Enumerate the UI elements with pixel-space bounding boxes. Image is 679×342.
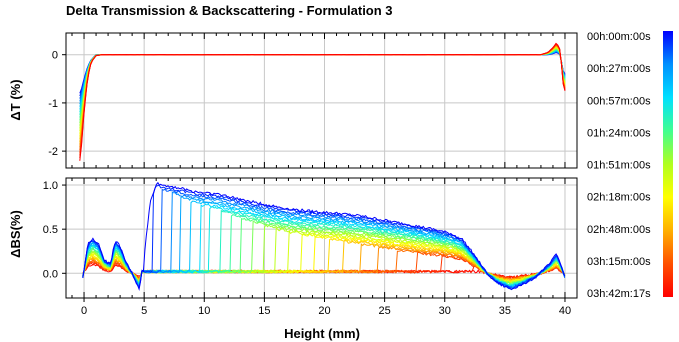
plot-frame	[65, 177, 578, 299]
y-tick-label: 1.0	[43, 180, 58, 192]
colorbar-label: 00h:27m:00s	[587, 63, 651, 75]
colorbar-label: 00h:00m:00s	[587, 31, 651, 43]
colorbar-label: 02h:48m:00s	[587, 224, 651, 236]
x-tick-label: 25	[378, 305, 390, 317]
x-axis-label: Height (mm)	[284, 326, 360, 341]
x-tick-label: 15	[258, 305, 270, 317]
colorbar-label: 01h:24m:00s	[587, 127, 651, 139]
x-tick-label: 0	[81, 305, 87, 317]
y-tick-label: -2	[48, 146, 58, 158]
backscattering-series-line	[82, 184, 566, 291]
plot-frame	[65, 32, 578, 169]
backscattering-panel: 0.0 0.5 1.0 0 5 10 15 20 25 30 35 40	[43, 177, 578, 317]
colorbar-label: 03h:15m:00s	[587, 256, 651, 268]
y-tick-label: 0.0	[43, 268, 58, 280]
y-tick-label: 0.5	[43, 224, 58, 236]
chart-title: Delta Transmission & Backscattering - Fo…	[66, 3, 393, 18]
x-tick-label: 20	[318, 305, 330, 317]
plot-area	[66, 33, 577, 168]
y-tick-label: -1	[48, 98, 58, 110]
transmission-panel: 0 -1 -2	[48, 32, 578, 169]
colorbar-label: 01h:51m:00s	[587, 160, 651, 172]
colorbar-labels: 00h:00m:00s 00h:27m:00s 00h:57m:00s 01h:24m…	[587, 31, 651, 300]
y-tick-label: 0	[52, 50, 58, 62]
x-tick-label: 10	[198, 305, 210, 317]
x-tick-label: 5	[141, 305, 147, 317]
colorbar-label: 00h:57m:00s	[587, 95, 651, 107]
y-axis-label-backscattering: ΔBS(%)	[8, 210, 23, 258]
colorbar-label: 03h:42m:17s	[587, 288, 651, 300]
x-tick-label: 40	[559, 305, 571, 317]
x-tick-label: 30	[439, 305, 451, 317]
time-colorbar	[663, 31, 673, 297]
colorbar-label: 02h:18m:00s	[587, 192, 651, 204]
x-tick-label: 35	[499, 305, 511, 317]
transmission-series-line	[79, 42, 566, 161]
backscattering-series-line	[82, 181, 566, 292]
y-axis-label-transmission: ΔT (%)	[8, 79, 23, 120]
